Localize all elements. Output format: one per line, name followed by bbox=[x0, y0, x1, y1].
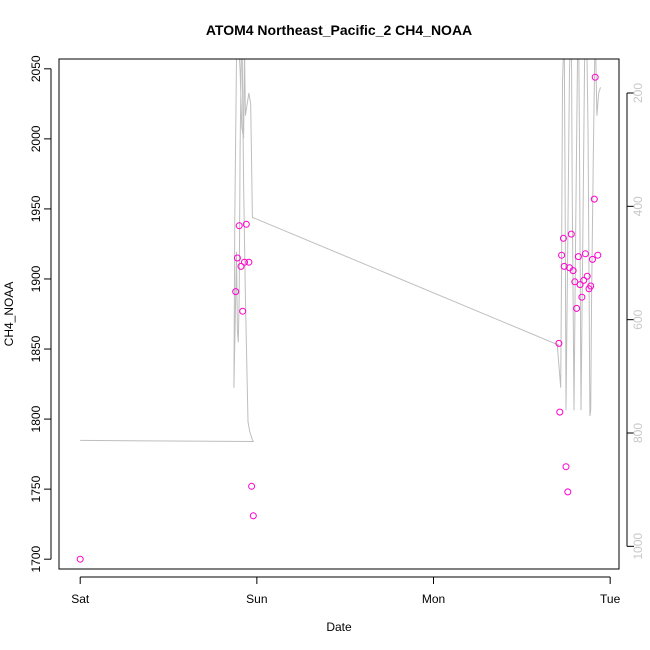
right-tick-label: 400 bbox=[631, 196, 645, 216]
data-point bbox=[573, 304, 581, 312]
data-point bbox=[241, 258, 248, 266]
x-tick-label: Sun bbox=[246, 592, 267, 606]
y-tick-label: 1900 bbox=[29, 265, 43, 292]
data-point bbox=[248, 482, 256, 490]
flight-altitude-line bbox=[80, 59, 601, 443]
data-point bbox=[594, 251, 602, 259]
plot-frame bbox=[58, 58, 620, 570]
x-tick-label: Sat bbox=[71, 592, 90, 606]
data-point bbox=[249, 512, 257, 520]
data-point bbox=[76, 555, 84, 563]
data-point bbox=[589, 255, 596, 263]
data-point bbox=[581, 250, 589, 258]
data-point bbox=[569, 267, 577, 275]
data-point bbox=[237, 262, 245, 270]
data-point bbox=[580, 276, 588, 284]
data-point bbox=[574, 253, 582, 261]
x-tick-label: Tue bbox=[600, 592, 621, 606]
x-tick-label: Mon bbox=[422, 592, 445, 606]
data-point bbox=[245, 258, 253, 266]
y-tick-label: 1850 bbox=[29, 335, 43, 362]
chart-title: ATOM4 Northeast_Pacific_2 CH4_NOAA bbox=[206, 22, 472, 38]
data-point bbox=[567, 230, 575, 238]
data-point bbox=[556, 408, 564, 416]
data-point bbox=[562, 463, 570, 471]
data-point bbox=[235, 222, 243, 230]
y-tick-label: 1950 bbox=[29, 195, 43, 222]
ch4-points bbox=[76, 73, 602, 563]
right-tick-label: 600 bbox=[631, 309, 645, 329]
data-point bbox=[587, 282, 595, 290]
data-point bbox=[578, 293, 586, 301]
data-point bbox=[583, 272, 591, 280]
altitude-line-path bbox=[80, 59, 601, 443]
data-point bbox=[232, 288, 240, 296]
data-point bbox=[571, 278, 579, 286]
data-point bbox=[555, 339, 563, 347]
data-point bbox=[576, 281, 584, 289]
data-point bbox=[590, 195, 598, 203]
data-point bbox=[233, 254, 241, 262]
data-point bbox=[242, 220, 250, 228]
data-point bbox=[239, 307, 247, 315]
right-axis: 200 400 600 800 1000 bbox=[626, 83, 645, 560]
y-tick-label: 2050 bbox=[29, 55, 43, 82]
x-axis: Sat Sun Mon Tue bbox=[71, 576, 621, 606]
y-tick-label: 2000 bbox=[29, 125, 43, 152]
data-point bbox=[564, 488, 572, 496]
y-tick-label: 1800 bbox=[29, 405, 43, 432]
right-tick-label: 800 bbox=[631, 423, 645, 443]
right-tick-label: 200 bbox=[631, 83, 645, 103]
y-tick-label: 1700 bbox=[29, 546, 43, 573]
y-tick-label: 1750 bbox=[29, 475, 43, 502]
data-point bbox=[591, 73, 599, 81]
data-point bbox=[558, 251, 566, 259]
y-axis: 1700 1750 1800 1850 1900 1950 2000 2050 bbox=[29, 55, 52, 573]
x-axis-label: Date bbox=[326, 620, 352, 634]
y-axis-label: CH4_NOAA bbox=[2, 282, 16, 347]
data-point bbox=[559, 234, 567, 242]
right-tick-label: 1000 bbox=[631, 533, 645, 560]
